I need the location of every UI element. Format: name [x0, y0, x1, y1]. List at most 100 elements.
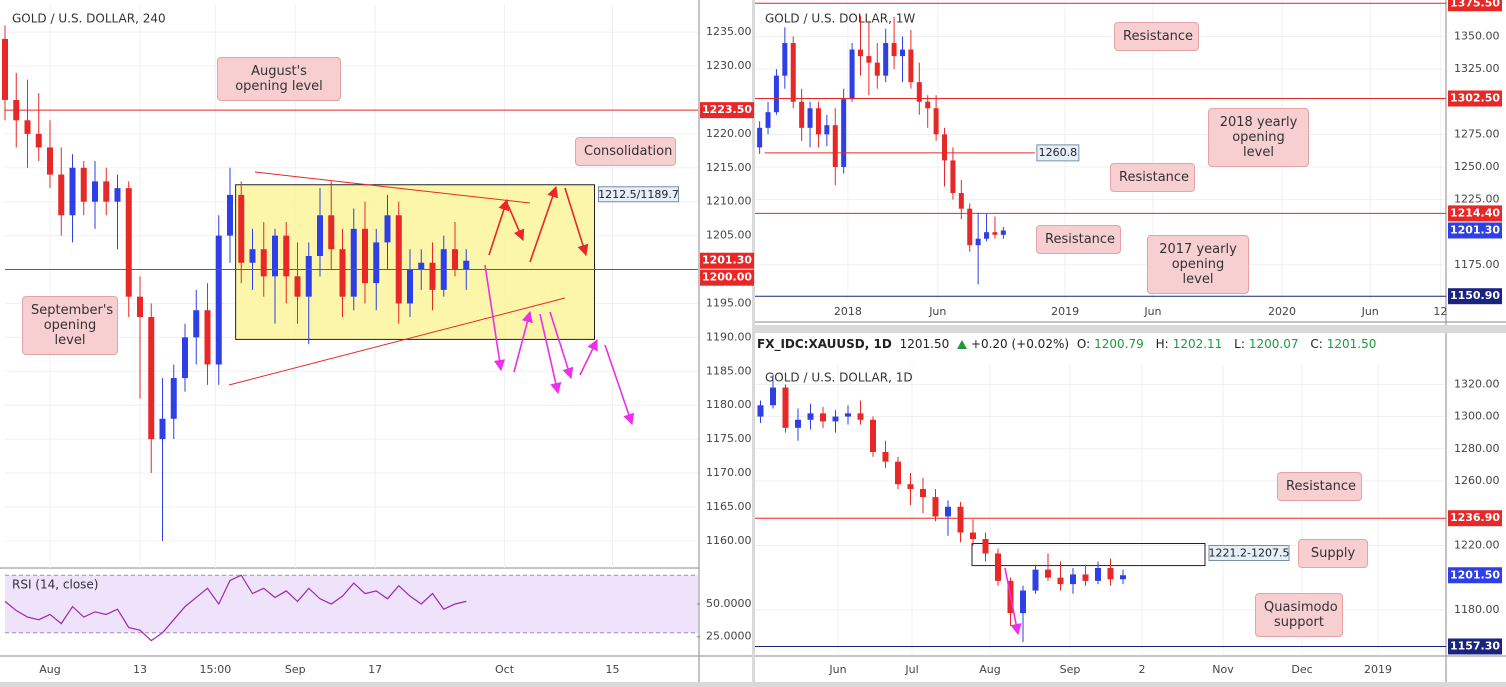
- ohlc-value: 1200.79: [1094, 337, 1144, 351]
- candle-body: [882, 452, 889, 462]
- arrow: [484, 264, 506, 372]
- ohlc: C: 1201.50: [1310, 337, 1380, 351]
- ohlc-label: O:: [1076, 337, 1091, 351]
- x-tick-label: Dec: [1291, 663, 1312, 676]
- candle-body: [182, 337, 188, 379]
- level-label: 1260.8: [1039, 146, 1078, 159]
- x-tick-label: Oct: [495, 663, 515, 676]
- price-tag: [1448, 510, 1502, 527]
- candle-body: [782, 387, 789, 428]
- callout: Resistance: [1114, 22, 1199, 51]
- candle-body: [957, 506, 964, 533]
- y-tick-label: 1160.00: [706, 534, 752, 547]
- price-tag-label: 1200.00: [702, 271, 752, 284]
- price-tag: [700, 269, 754, 286]
- price-tag: [1448, 288, 1502, 305]
- candle-body: [824, 125, 830, 135]
- candle-body: [1057, 577, 1064, 585]
- y-tick-label: 1225.00: [1454, 193, 1500, 206]
- candle-body: [807, 413, 814, 420]
- zone: [971, 543, 1206, 567]
- candle-body: [395, 215, 402, 304]
- price-tag-label: 1302.50: [1450, 91, 1500, 104]
- price-tag-label: 1223.50: [702, 103, 752, 116]
- candle-body: [260, 249, 267, 277]
- candle-body: [782, 43, 788, 76]
- trend-line: [254, 171, 531, 204]
- y-tick-label: 1180.00: [1454, 603, 1500, 616]
- y-tick-label: 1190.00: [706, 330, 752, 343]
- y-tick-label: 1300.00: [1454, 410, 1500, 423]
- candle-body: [857, 413, 864, 420]
- candle-body: [907, 484, 914, 490]
- callout: 2017 yearly opening level: [1147, 235, 1249, 294]
- candle-body: [125, 188, 132, 297]
- candle-body: [832, 416, 839, 422]
- candle-body: [429, 262, 436, 290]
- candle-body: [807, 108, 813, 128]
- y-tick-label: 1250.00: [1454, 160, 1500, 173]
- callout: 2018 yearly opening level: [1208, 108, 1309, 167]
- ohlc-label: H:: [1155, 337, 1169, 351]
- x-tick-label: Sep: [1060, 663, 1081, 676]
- price-tag-label: 1201.50: [1450, 568, 1500, 581]
- x-tick-label: Aug: [39, 663, 60, 676]
- candle-body: [204, 310, 211, 365]
- trend-line: [228, 297, 566, 386]
- candle-body: [795, 419, 801, 428]
- x-tick-label: 15:00: [200, 663, 232, 676]
- arrow: [513, 310, 533, 373]
- candle-body: [1120, 575, 1126, 580]
- callout: Quasimodo support: [1255, 593, 1343, 637]
- candle-body: [80, 167, 87, 202]
- price-tag: [700, 252, 754, 269]
- candle-body: [283, 235, 290, 277]
- y-tick-label: 1230.00: [706, 59, 752, 72]
- candle-body: [1107, 568, 1114, 580]
- x-tick-label: 2018: [834, 305, 862, 318]
- x-tick-label: 13: [133, 663, 147, 676]
- drawings: [228, 171, 1022, 636]
- candle-body: [895, 461, 901, 485]
- up-icon: [957, 340, 968, 349]
- x-tick-label: Jun: [928, 305, 946, 318]
- callout: September's opening level: [22, 296, 118, 355]
- candle-body: [970, 532, 976, 539]
- candle-body: [35, 133, 42, 148]
- band: [5, 575, 698, 633]
- zone-label-box: [1208, 545, 1290, 562]
- candle-body: [967, 208, 973, 246]
- y-tick-label: 1185.00: [706, 364, 752, 377]
- ohlc-label: C:: [1310, 337, 1323, 351]
- symbol: FX_IDC:XAUUSD, 1D: [757, 337, 892, 351]
- candle-body: [815, 108, 821, 135]
- x-tick-label: 2019: [1364, 663, 1392, 676]
- candle-body: [159, 418, 166, 440]
- chart-title: GOLD / U.S. DOLLAR, 240: [12, 12, 166, 26]
- candle-body: [69, 167, 76, 216]
- symbol-header: FX_IDC:XAUUSD, 1D 1201.50 +0.20 (+0.02%)…: [757, 337, 1384, 351]
- candle-body: [933, 108, 939, 135]
- price-tag-label: 1201.30: [1450, 223, 1500, 236]
- panel-divider: [752, 0, 755, 687]
- candle-body: [790, 43, 796, 102]
- ohlc: O: 1200.79: [1077, 337, 1148, 351]
- candle-body: [841, 99, 847, 167]
- candle-body: [58, 174, 65, 216]
- candle-body: [995, 553, 1001, 581]
- ohlc: L: 1200.07: [1234, 337, 1302, 351]
- arrow: [488, 198, 510, 256]
- price-tag: [1448, 205, 1502, 222]
- candle-body: [1020, 590, 1026, 614]
- candle-body: [452, 249, 458, 270]
- candle-body: [362, 228, 368, 284]
- ohlc: H: 1202.11: [1156, 337, 1227, 351]
- y-tick-label: 1175.00: [706, 432, 752, 445]
- callout: Resistance: [1036, 225, 1121, 254]
- candle-body: [103, 181, 110, 202]
- candle-body: [992, 232, 998, 235]
- panel-divider: [0, 682, 1506, 687]
- candle-body: [272, 235, 278, 277]
- candle-body: [770, 387, 776, 406]
- y-tick-label: 1220.00: [1454, 538, 1500, 551]
